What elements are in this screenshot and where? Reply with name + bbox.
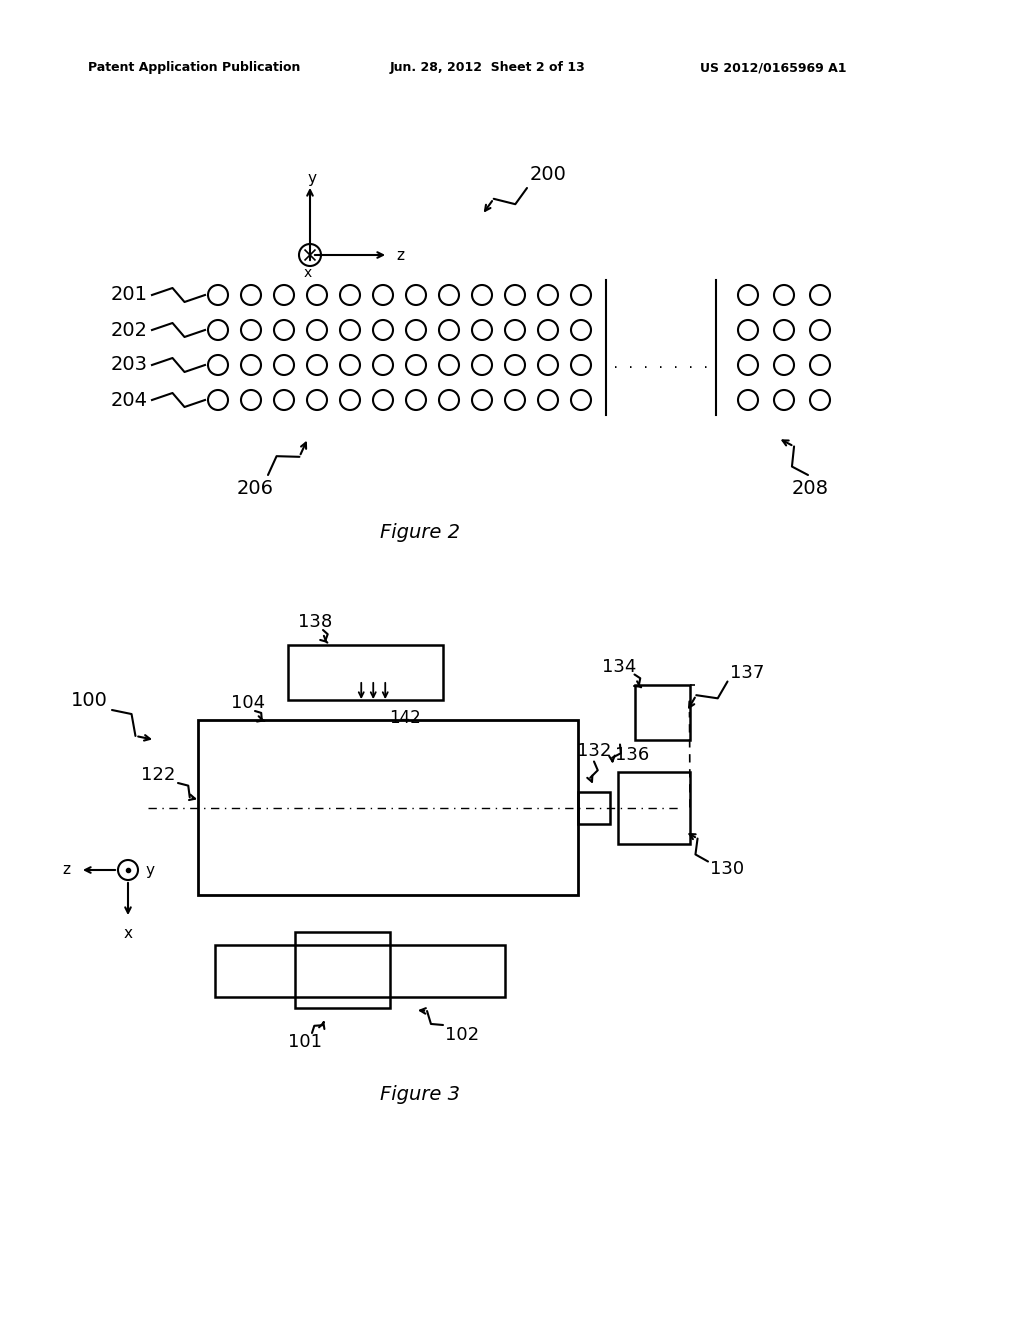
Text: 201: 201 bbox=[111, 285, 148, 305]
Bar bbox=[198, 719, 578, 895]
Text: 104: 104 bbox=[231, 694, 265, 711]
Text: 134: 134 bbox=[602, 657, 637, 676]
Bar bbox=[288, 645, 443, 700]
Text: 203: 203 bbox=[111, 355, 148, 375]
Bar bbox=[295, 932, 390, 1008]
Text: 100: 100 bbox=[71, 690, 108, 710]
Text: x: x bbox=[124, 927, 132, 941]
Text: Jun. 28, 2012  Sheet 2 of 13: Jun. 28, 2012 Sheet 2 of 13 bbox=[390, 62, 586, 74]
Text: 132: 132 bbox=[577, 742, 611, 760]
Text: 208: 208 bbox=[792, 479, 828, 498]
Text: 102: 102 bbox=[445, 1026, 479, 1044]
Text: Figure 2: Figure 2 bbox=[380, 523, 460, 543]
Text: 122: 122 bbox=[140, 766, 175, 784]
Text: x: x bbox=[304, 267, 312, 280]
Text: 136: 136 bbox=[615, 746, 649, 763]
Bar bbox=[618, 771, 690, 843]
Bar bbox=[578, 792, 610, 824]
Text: . . . . . . .: . . . . . . . bbox=[612, 359, 710, 371]
Text: 138: 138 bbox=[298, 612, 332, 631]
Text: z: z bbox=[396, 248, 404, 263]
Text: 204: 204 bbox=[111, 391, 148, 409]
Text: z: z bbox=[62, 862, 70, 878]
Text: 142: 142 bbox=[389, 709, 421, 727]
Text: 202: 202 bbox=[111, 321, 148, 339]
Text: 101: 101 bbox=[288, 1034, 322, 1051]
Text: y: y bbox=[146, 862, 155, 878]
Text: y: y bbox=[307, 170, 316, 186]
Text: US 2012/0165969 A1: US 2012/0165969 A1 bbox=[700, 62, 847, 74]
Text: 137: 137 bbox=[729, 664, 764, 681]
Bar bbox=[635, 685, 689, 739]
Text: 200: 200 bbox=[530, 165, 567, 185]
Text: Figure 3: Figure 3 bbox=[380, 1085, 460, 1104]
Bar bbox=[215, 945, 505, 997]
Text: Patent Application Publication: Patent Application Publication bbox=[88, 62, 300, 74]
Text: 130: 130 bbox=[710, 859, 744, 878]
Text: 206: 206 bbox=[237, 479, 273, 498]
